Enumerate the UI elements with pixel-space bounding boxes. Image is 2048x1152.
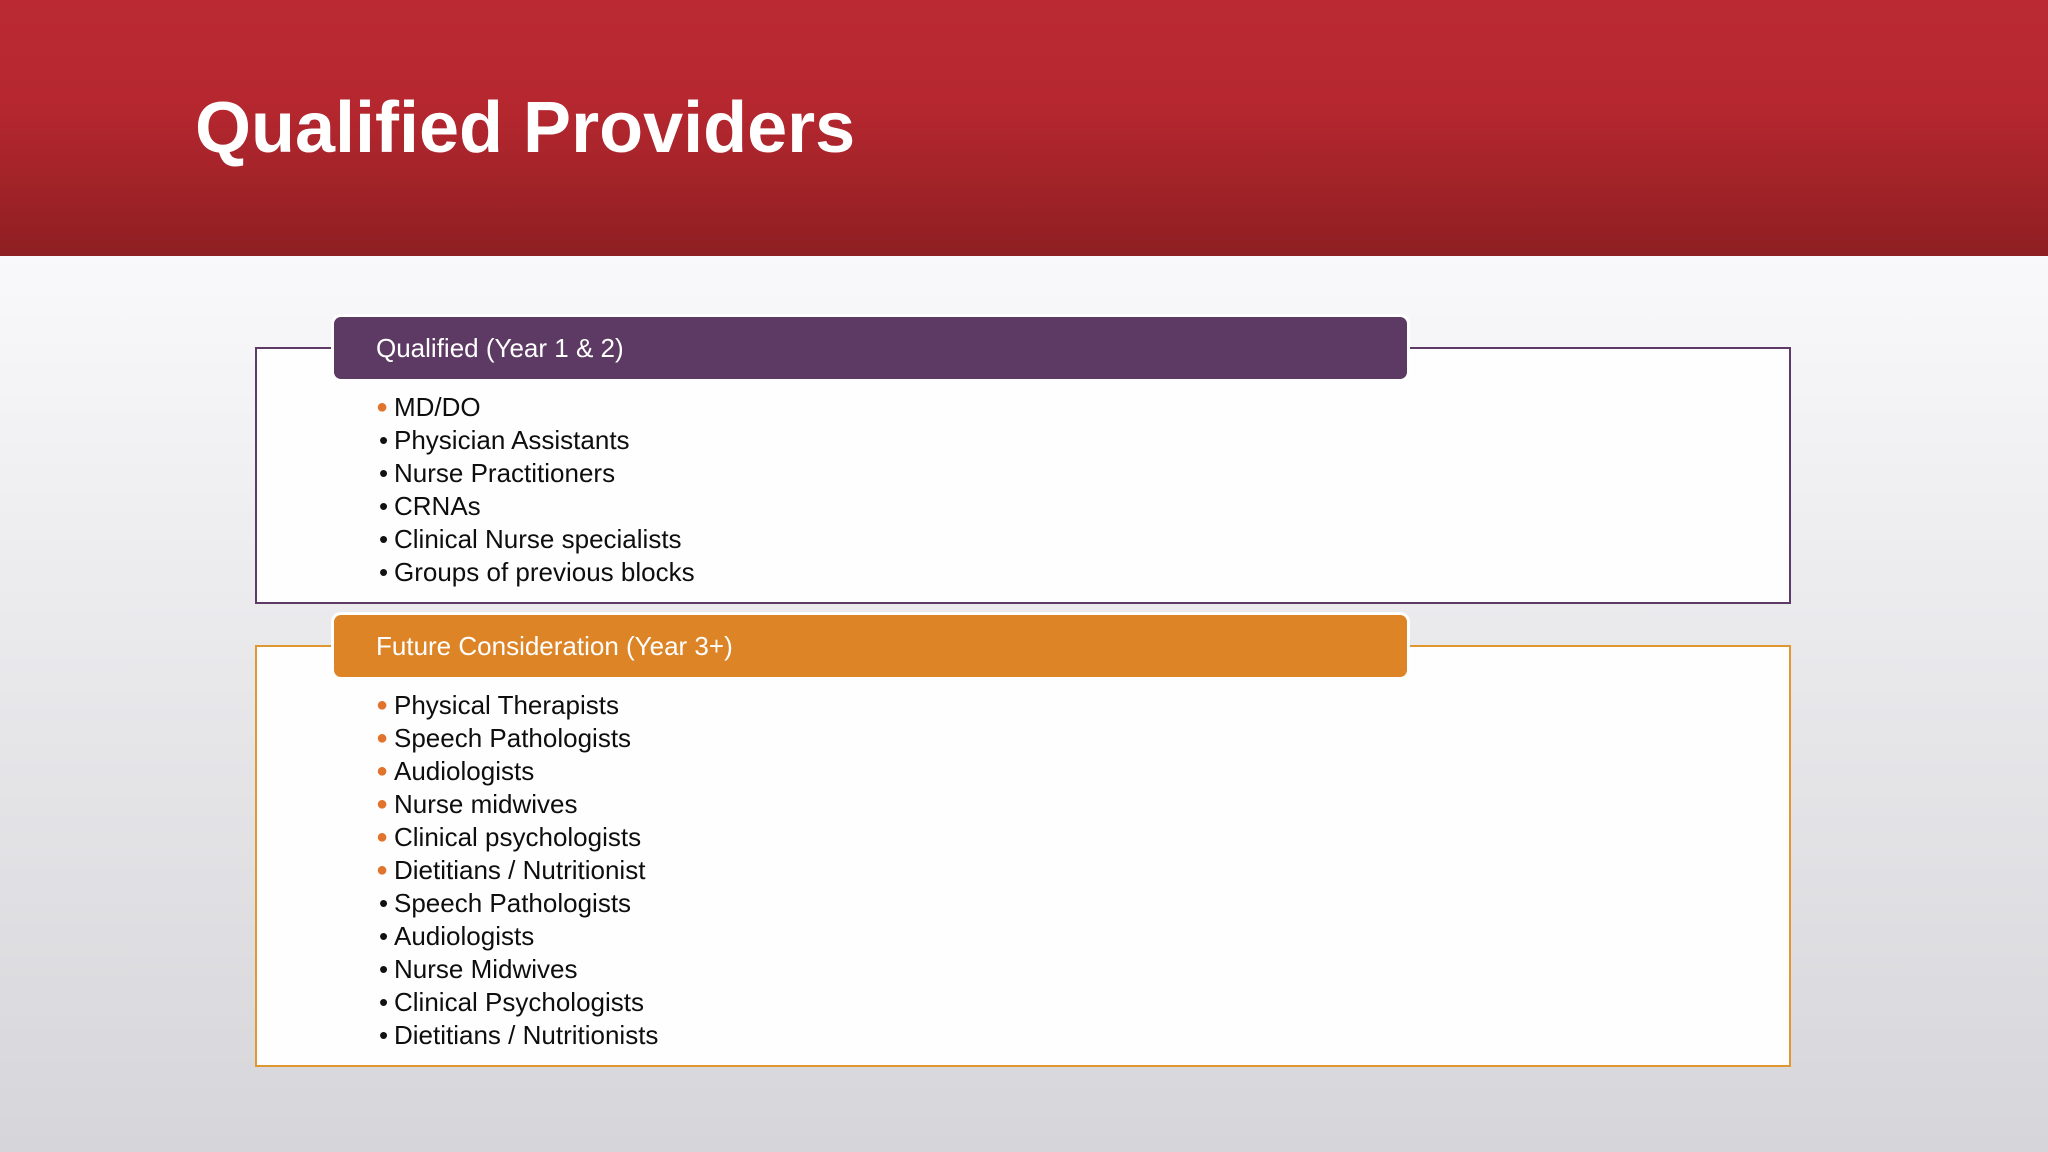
list-item-text: Nurse Midwives bbox=[394, 954, 578, 984]
qualified-panel bbox=[255, 347, 1791, 604]
bullet-dot-icon: • bbox=[379, 954, 389, 984]
future-list: ● Physical Therapists ● Speech Pathologist… bbox=[376, 689, 658, 1052]
bullet-dot-icon: ● bbox=[376, 760, 389, 782]
list-item: • Dietitians / Nutritionists bbox=[376, 1019, 658, 1052]
list-item-text: Audiologists bbox=[394, 921, 535, 951]
bullet-dot-icon: • bbox=[379, 987, 389, 1017]
bullet-dot-icon: • bbox=[379, 524, 389, 554]
bullet-dot-icon: • bbox=[379, 1020, 389, 1050]
bullet-dot-icon: ● bbox=[376, 826, 389, 848]
list-item: ● Audiologists bbox=[376, 755, 658, 788]
bullet-dot-icon: ● bbox=[376, 727, 389, 749]
list-item: • Audiologists bbox=[376, 920, 658, 953]
list-item-text: MD/DO bbox=[394, 392, 481, 422]
list-item-text: Nurse midwives bbox=[394, 789, 578, 819]
list-item: • Nurse Practitioners bbox=[376, 457, 695, 490]
bullet-dot-icon: • bbox=[379, 458, 389, 488]
list-item: ● Clinical psychologists bbox=[376, 821, 658, 854]
list-item: • Clinical Nurse specialists bbox=[376, 523, 695, 556]
list-item: ● MD/DO bbox=[376, 391, 695, 424]
qualified-list: ● MD/DO • Physician Assistants • Nurse Prac… bbox=[376, 391, 695, 589]
list-item: • Physician Assistants bbox=[376, 424, 695, 457]
bullet-dot-icon: • bbox=[379, 425, 389, 455]
bullet-dot-icon: ● bbox=[376, 396, 389, 418]
list-item: • CRNAs bbox=[376, 490, 695, 523]
list-item-text: Nurse Practitioners bbox=[394, 458, 616, 488]
list-item: ● Physical Therapists bbox=[376, 689, 658, 722]
list-item-text: CRNAs bbox=[394, 491, 481, 521]
list-item-text: Dietitians / Nutritionists bbox=[394, 1020, 659, 1050]
bullet-dot-icon: ● bbox=[376, 859, 389, 881]
list-item-text: Dietitians / Nutritionist bbox=[394, 855, 646, 885]
bullet-dot-icon: ● bbox=[376, 694, 389, 716]
future-panel bbox=[255, 645, 1791, 1067]
list-item-text: Clinical Nurse specialists bbox=[394, 524, 682, 554]
bullet-dot-icon: • bbox=[379, 888, 389, 918]
list-item: ● Nurse midwives bbox=[376, 788, 658, 821]
list-item-text: Clinical Psychologists bbox=[394, 987, 644, 1017]
future-header: Future Consideration (Year 3+) bbox=[334, 615, 1407, 677]
qualified-header: Qualified (Year 1 & 2) bbox=[334, 317, 1407, 379]
list-item: • Clinical Psychologists bbox=[376, 986, 658, 1019]
list-item-text: Audiologists bbox=[394, 756, 535, 786]
list-item-text: Groups of previous blocks bbox=[394, 557, 695, 587]
list-item: • Groups of previous blocks bbox=[376, 556, 695, 589]
bullet-dot-icon: • bbox=[379, 921, 389, 951]
list-item: • Speech Pathologists bbox=[376, 887, 658, 920]
list-item: ● Speech Pathologists bbox=[376, 722, 658, 755]
list-item-text: Speech Pathologists bbox=[394, 888, 632, 918]
bullet-dot-icon: • bbox=[379, 557, 389, 587]
list-item-text: Physician Assistants bbox=[394, 425, 630, 455]
bullet-dot-icon: ● bbox=[376, 793, 389, 815]
bullet-dot-icon: • bbox=[379, 491, 389, 521]
list-item-text: Speech Pathologists bbox=[394, 723, 632, 753]
title-banner: Qualified Providers bbox=[0, 0, 2048, 256]
list-item-text: Clinical psychologists bbox=[394, 822, 642, 852]
slide-title: Qualified Providers bbox=[195, 88, 856, 168]
list-item-text: Physical Therapists bbox=[394, 690, 619, 720]
list-item: ● Dietitians / Nutritionist bbox=[376, 854, 658, 887]
list-item: • Nurse Midwives bbox=[376, 953, 658, 986]
